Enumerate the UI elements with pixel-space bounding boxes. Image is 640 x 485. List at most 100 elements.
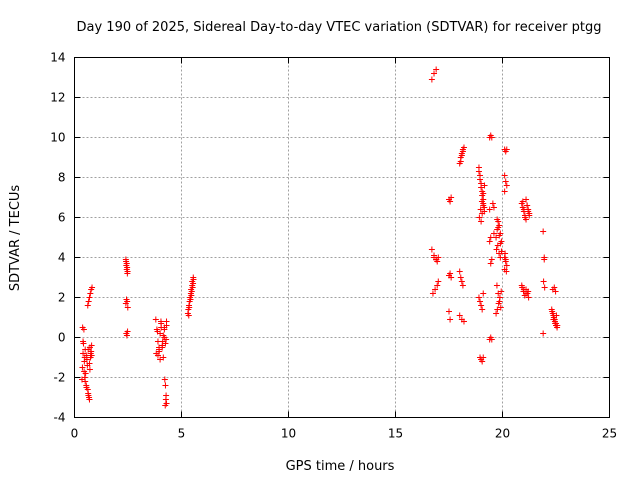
data-point [82,378,89,385]
data-point [84,302,91,309]
data-point [488,134,495,141]
y-tick-label: 10 [50,131,65,145]
data-point [435,278,442,285]
data-point [502,178,509,185]
data-point [520,286,527,293]
data-point [540,228,547,235]
data-point [526,212,533,219]
data-point [489,200,496,207]
data-point [160,354,167,361]
y-tick-label: -2 [54,371,66,385]
data-point [551,284,558,291]
data-point [480,354,487,361]
data-point [502,258,509,265]
data-point [189,284,196,291]
data-point [541,284,548,291]
data-point [549,308,556,315]
data-point [501,188,508,195]
data-point [429,290,436,297]
data-point [552,288,559,295]
x-axis-label: GPS time / hours [286,459,395,474]
data-point [433,66,440,73]
data-point [458,152,465,159]
data-point [503,146,510,153]
data-point [158,324,165,331]
data-point [480,202,487,209]
data-point [163,322,170,329]
plot-frame [74,57,610,418]
data-point [457,158,464,165]
x-tick-label: 10 [281,427,296,441]
data-point [81,368,88,375]
y-tick-label: 2 [58,291,66,305]
y-tick-label: -4 [54,411,66,425]
data-point [458,278,465,285]
data-point [435,254,442,261]
data-point [157,318,164,325]
x-tick-label: 5 [178,427,186,441]
grid-lines [74,57,610,418]
data-point [480,290,487,297]
data-point [490,204,497,211]
axis-ticks [74,57,610,418]
data-point [159,338,166,345]
data-point [493,246,500,253]
data-point [446,308,452,315]
data-point [487,260,494,267]
data-point [553,312,560,319]
data-point [87,290,94,297]
data-point [497,240,504,247]
data-points [78,66,561,409]
data-point [186,304,193,311]
data-point [503,268,510,275]
data-point [448,194,455,201]
data-point [152,316,159,323]
data-point [457,274,464,281]
data-point [154,352,161,359]
data-point [477,176,484,183]
data-point [524,202,531,209]
data-point [85,390,92,397]
x-tick-label: 20 [495,427,510,441]
data-point [459,282,466,289]
data-point [478,184,485,191]
data-point [188,292,195,299]
data-point [477,206,484,213]
data-point [494,216,501,223]
data-point [493,310,500,317]
data-point [81,354,88,361]
data-point [428,76,435,83]
chart-title: Day 190 of 2025, Sidereal Day-to-day VTE… [77,20,602,35]
data-point [154,328,161,335]
data-point [502,250,509,257]
data-point [490,230,497,237]
y-tick-label: 4 [58,251,66,265]
data-point [495,290,502,297]
data-point [497,304,504,311]
data-point [486,206,493,213]
data-point [479,306,486,313]
data-point [157,356,164,363]
data-point [86,396,93,403]
data-point [124,270,131,277]
data-point [460,318,467,325]
data-point [162,402,169,409]
data-point [475,168,482,175]
data-point [479,192,486,199]
data-point [520,206,527,213]
data-point [456,312,463,319]
data-point [552,320,559,327]
data-point [79,364,86,371]
data-point [495,224,502,231]
data-point [428,246,435,253]
data-point [498,248,505,255]
data-point [550,316,557,323]
data-point [456,268,463,275]
data-point [496,232,503,239]
data-point [540,278,547,285]
data-point [481,182,488,189]
data-point [447,316,454,323]
data-point [478,218,485,225]
data-point [156,344,163,351]
